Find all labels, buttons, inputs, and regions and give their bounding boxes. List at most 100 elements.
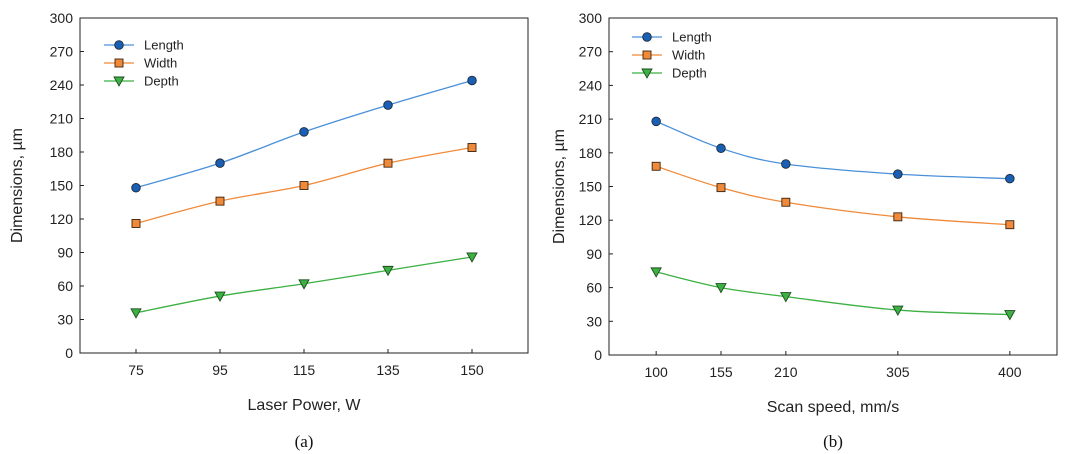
series-length <box>131 75 477 193</box>
legend-entry-width: Width <box>104 56 177 71</box>
data-point <box>131 219 141 228</box>
legend-label: Length <box>672 30 712 45</box>
legend-entry-length: Length <box>632 30 712 45</box>
legend-entry-depth: Depth <box>104 74 179 89</box>
y-tick-label: 300 <box>579 10 603 26</box>
y-tick-label: 180 <box>579 145 603 161</box>
legend-entry-depth: Depth <box>632 66 707 81</box>
data-point <box>299 127 309 137</box>
x-tick-label: 155 <box>709 364 733 380</box>
data-point <box>383 158 393 168</box>
x-axis: 100 155 210 305 400 <box>644 351 1022 380</box>
series-line <box>655 165 1010 226</box>
y-tick-label: 30 <box>586 313 602 329</box>
x-tick-label: 400 <box>998 364 1022 380</box>
data-point <box>467 75 477 86</box>
data-point <box>383 100 393 110</box>
x-tick-label: 95 <box>212 362 228 378</box>
y-tick-label: 0 <box>65 345 73 361</box>
data-point <box>382 265 394 277</box>
x-tick-label: 135 <box>376 362 400 378</box>
legend-entry-width: Width <box>632 48 705 63</box>
data-point <box>781 197 791 207</box>
y-tick-label: 240 <box>579 77 603 93</box>
series-depth <box>130 252 478 319</box>
y-axis-label: Dimensions, µm <box>551 129 568 244</box>
data-point <box>214 291 226 302</box>
y-tick-label: 120 <box>579 212 603 228</box>
panel-caption: (b) <box>823 432 843 451</box>
x-tick-label: 210 <box>774 364 798 380</box>
series-length <box>651 116 1015 184</box>
x-tick-label: 305 <box>886 364 910 380</box>
x-axis: 75 95 115 135 150 <box>128 349 484 378</box>
y-tick-label: 210 <box>579 111 603 127</box>
legend-marker <box>113 76 125 87</box>
data-point <box>1005 220 1015 230</box>
data-point <box>1004 310 1016 321</box>
x-axis-label: Laser Power, W <box>248 397 362 414</box>
x-axis-label: Scan speed, mm/s <box>767 399 900 416</box>
series-line <box>655 120 1010 180</box>
legend-marker <box>642 32 652 42</box>
y-tick-label: 120 <box>50 211 74 227</box>
data-point <box>215 196 225 206</box>
x-tick-label: 75 <box>128 362 144 378</box>
data-point <box>1005 173 1015 184</box>
data-point <box>716 183 726 193</box>
data-point <box>467 143 477 152</box>
data-point <box>781 159 791 169</box>
chart-panel-a: 0 30 60 90 120 150 180 210 240 270 300 75 95 115 135 15… <box>9 10 529 451</box>
series-width <box>131 143 477 228</box>
panel-caption: (a) <box>295 432 314 451</box>
legend: Length Width Depth <box>632 30 712 81</box>
data-point <box>893 169 903 179</box>
y-tick-label: 240 <box>50 77 74 93</box>
legend-label: Depth <box>144 74 179 89</box>
legend-entry-length: Length <box>104 38 184 53</box>
data-point <box>131 182 141 193</box>
y-tick-label: 60 <box>57 278 73 294</box>
x-tick-label: 150 <box>460 362 484 378</box>
legend-marker <box>641 68 653 79</box>
legend-marker <box>114 40 124 50</box>
y-tick-label: 60 <box>586 280 602 296</box>
data-point <box>715 283 727 294</box>
y-tick-label: 90 <box>57 245 73 261</box>
y-tick-label: 300 <box>50 10 74 26</box>
data-point <box>716 143 726 154</box>
data-point <box>130 308 142 319</box>
data-point <box>780 292 792 303</box>
x-tick-label: 115 <box>293 362 316 378</box>
y-tick-label: 30 <box>57 312 73 328</box>
y-tick-label: 180 <box>50 144 74 160</box>
data-point <box>893 212 903 222</box>
data-point <box>651 116 661 127</box>
legend-marker <box>114 58 124 68</box>
legend-label: Width <box>672 48 705 63</box>
data-point <box>298 279 310 290</box>
series-width <box>651 161 1015 230</box>
chart-panel-b: 0 30 60 90 120 150 180 210 240 270 300 100 155 210 305… <box>551 10 1058 451</box>
legend-label: Width <box>144 56 177 71</box>
y-tick-label: 150 <box>579 179 603 195</box>
y-tick-label: 270 <box>50 44 74 60</box>
y-tick-label: 90 <box>586 246 602 262</box>
legend-label: Depth <box>672 66 707 81</box>
data-point <box>466 252 478 263</box>
data-point <box>651 161 661 171</box>
data-point <box>892 305 904 316</box>
y-tick-label: 210 <box>50 111 74 127</box>
y-axis-label: Dimensions, µm <box>9 128 26 243</box>
y-tick-label: 270 <box>579 44 603 60</box>
data-point <box>215 158 225 168</box>
legend: Length Width Depth <box>104 38 184 89</box>
x-tick-label: 100 <box>644 364 668 380</box>
data-point <box>299 181 309 190</box>
y-axis: 0 30 60 90 120 150 180 210 240 270 300 <box>50 10 84 361</box>
data-point <box>650 267 662 278</box>
y-tick-label: 0 <box>594 347 602 363</box>
series-line <box>656 271 1010 316</box>
series-depth <box>650 267 1016 321</box>
